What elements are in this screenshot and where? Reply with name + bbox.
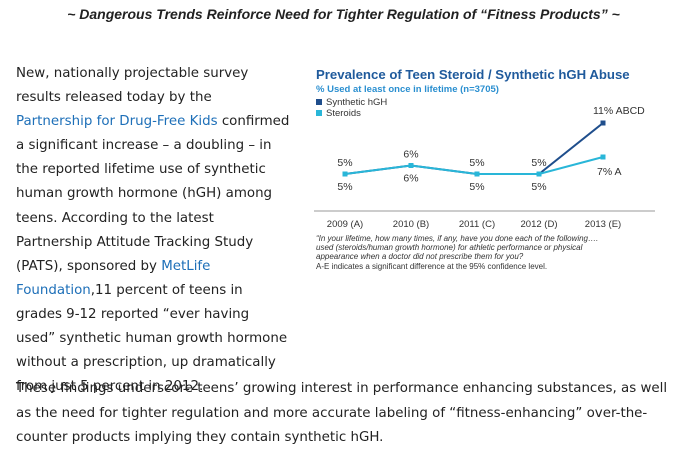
chart-title: Prevalence of Teen Steroid / Synthetic h… [316,67,630,82]
label-hgh-4: 11% ABCD [593,105,645,117]
point-steroids-1 [408,163,414,168]
intro-text-1: New, nationally projectable survey resul… [16,66,249,106]
legend-label-hgh: Synthetic hGH [326,97,387,108]
x-tick-label-3: 2012 (D) [521,219,558,230]
chart-note-1: “In your lifetime, how many times, if an… [316,234,598,243]
point-steroids-0 [342,171,348,177]
intro-text-3: ,11 percent of teens in grades 9-12 repo… [16,282,288,395]
legend-swatch-hgh [316,99,322,105]
label-hgh-2: 5% [469,157,484,169]
point-hgh-4 [600,120,606,126]
point-steroids-3 [536,171,542,177]
x-tick-label-1: 2010 (B) [393,219,429,230]
partnership-link[interactable]: Partnership for Drug-Free Kids [16,114,218,130]
label-hgh-0: 5% [337,157,352,169]
chart-subtitle: % Used at least once in lifetime (n=3705… [316,84,499,95]
prevalence-chart: Prevalence of Teen Steroid / Synthetic h… [310,64,665,284]
point-steroids-2 [474,171,480,177]
label-steroids-4: 7% A [597,166,622,178]
findings-paragraph: These findings underscore teens’ growing… [16,381,668,445]
point-steroids-4 [600,154,606,160]
label-steroids-1: 6% [403,173,418,185]
x-tick-label-0: 2009 (A) [327,219,363,230]
intro-paragraph: New, nationally projectable survey resul… [16,62,676,399]
legend-swatch-steroids [316,110,322,116]
label-steroids-3: 5% [531,181,546,193]
chart-svg: Prevalence of Teen Steroid / Synthetic h… [314,67,655,271]
legend-label-steroids: Steroids [326,108,361,119]
metlife-link[interactable]: MetLife Foundation [16,258,211,298]
intro-text-2: confirmed a significant increase – a dou… [16,114,290,274]
label-hgh-1: 6% [403,149,418,161]
chart-note-3: appearance when a doctor did not prescri… [316,252,524,261]
x-tick-label-4: 2013 (E) [585,219,621,230]
label-hgh-3: 5% [531,157,546,169]
chart-note-2: used (steroids/human growth hormone) for… [316,243,583,252]
headline: ~ Dangerous Trends Reinforce Need for Ti… [67,6,620,22]
label-steroids-0: 5% [337,181,352,193]
plot-area: 5% 5% 6% 6% 5% 5% 5% 5% 11% ABCD 7% A 2009 (A) 2010… [327,105,645,230]
label-steroids-2: 5% [469,181,484,193]
chart-note-4: A-E indicates a significant difference a… [316,262,547,271]
x-tick-label-2: 2011 (C) [459,219,495,230]
